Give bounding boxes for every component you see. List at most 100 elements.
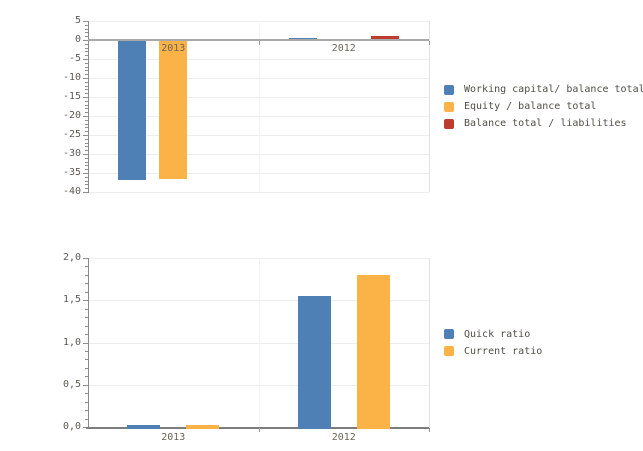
y-tick-label: -15 [62,91,81,102]
y-major-tick [83,97,88,98]
y-minor-tick [85,180,88,182]
bar [186,425,220,429]
y-minor-tick [85,291,88,293]
y-major-tick [83,300,88,302]
legend-item: Equity / balance total [444,98,643,115]
bar [297,296,331,429]
category-boundary-line [258,258,260,427]
y-minor-tick [85,325,88,327]
balance-ratios-chart: 5 0 -5 -10 -15 -20 -25 -30 -35 -40 2013 2012 Working… [0,0,643,225]
legend-marker [444,329,454,339]
y-minor-tick [85,81,88,83]
bar [127,425,161,429]
y-tick-label: -20 [62,110,81,121]
legend-label: Quick ratio [464,328,531,340]
bar [356,274,390,429]
legend-item: Quick ratio [444,326,542,343]
legend-marker [444,118,454,129]
y-minor-tick [85,142,88,144]
y-minor-tick [85,89,88,91]
y-tick-label: 1,5 [62,294,81,306]
y-minor-tick [85,43,88,45]
y-minor-tick [85,104,88,106]
legend-marker [444,84,454,95]
y-tick-label: -35 [62,167,81,178]
category-tick [429,41,430,45]
y-minor-tick [85,317,88,319]
y-minor-tick [85,123,88,125]
category-tick [429,428,430,432]
y-minor-tick [85,24,88,26]
y-tick-label: 2,0 [62,252,81,263]
category-tick [258,428,260,432]
y-minor-tick [85,359,88,361]
y-minor-tick [85,100,88,102]
y-tick-label: -25 [62,129,81,140]
bar [370,36,399,40]
legend-marker [444,101,454,112]
y-tick-label: -40 [62,186,81,197]
y-minor-tick [85,119,88,121]
y-tick-label: -30 [62,148,81,159]
y-minor-tick [85,161,88,163]
bar [118,40,147,180]
y-minor-tick [85,127,88,129]
y-tick-label: 0,0 [62,421,81,432]
y-minor-tick [85,393,88,395]
bar [159,40,188,180]
y-minor-tick [85,66,88,68]
y-minor-tick [85,376,88,378]
y-major-tick [83,59,88,60]
y-minor-tick [85,51,88,53]
legend: Quick ratio Current ratio [444,326,542,360]
category-boundary-line [258,21,260,192]
y-minor-tick [85,112,88,114]
y-minor-tick [85,138,88,140]
legend-item: Current ratio [444,343,542,360]
y-tick-label: -10 [62,72,81,83]
y-axis [88,21,89,193]
y-major-tick [83,78,88,79]
y-major-tick [83,192,88,193]
y-minor-tick [85,74,88,76]
y-minor-tick [85,85,88,87]
category-label: 2012 [331,43,356,54]
y-minor-tick [85,62,88,64]
y-tick-label: 1,0 [62,336,81,348]
y-major-tick [83,258,88,259]
y-minor-tick [85,266,88,268]
y-minor-tick [85,188,88,190]
y-major-tick [83,21,88,22]
y-minor-tick [85,28,88,30]
y-major-tick [83,154,88,155]
y-tick-label: -5 [68,53,81,64]
y-minor-tick [85,36,88,38]
y-minor-tick [85,70,88,72]
y-minor-tick [85,367,88,369]
y-minor-tick [85,32,88,34]
y-minor-tick [85,418,88,420]
y-major-tick [83,384,88,386]
legend-label: Equity / balance total [464,101,597,112]
y-minor-tick [85,283,88,285]
y-major-tick [83,427,88,428]
y-major-tick [83,173,88,174]
y-tick-label: 0,5 [62,378,81,390]
y-minor-tick [85,176,88,178]
y-minor-tick [85,401,88,403]
legend-label: Working capital/ balance total [464,84,643,95]
legend: Working capital/ balance total Equity / b… [444,81,643,132]
y-minor-tick [85,150,88,152]
category-label: 2012 [331,432,356,443]
y-minor-tick [85,47,88,49]
legend-label: Balance total / liabilities [464,118,627,129]
y-tick-label: 0 [74,34,81,45]
liquidity-ratios-chart: 2,0 1,5 1,0 0,5 0,0 2013 2012 Quick ratio Curren… [0,225,643,451]
legend-marker [444,346,454,356]
y-minor-tick [85,350,88,352]
category-tick [258,41,260,45]
y-minor-tick [85,93,88,95]
legend-item: Balance total / liabilities [444,115,643,132]
y-major-tick [83,40,88,41]
